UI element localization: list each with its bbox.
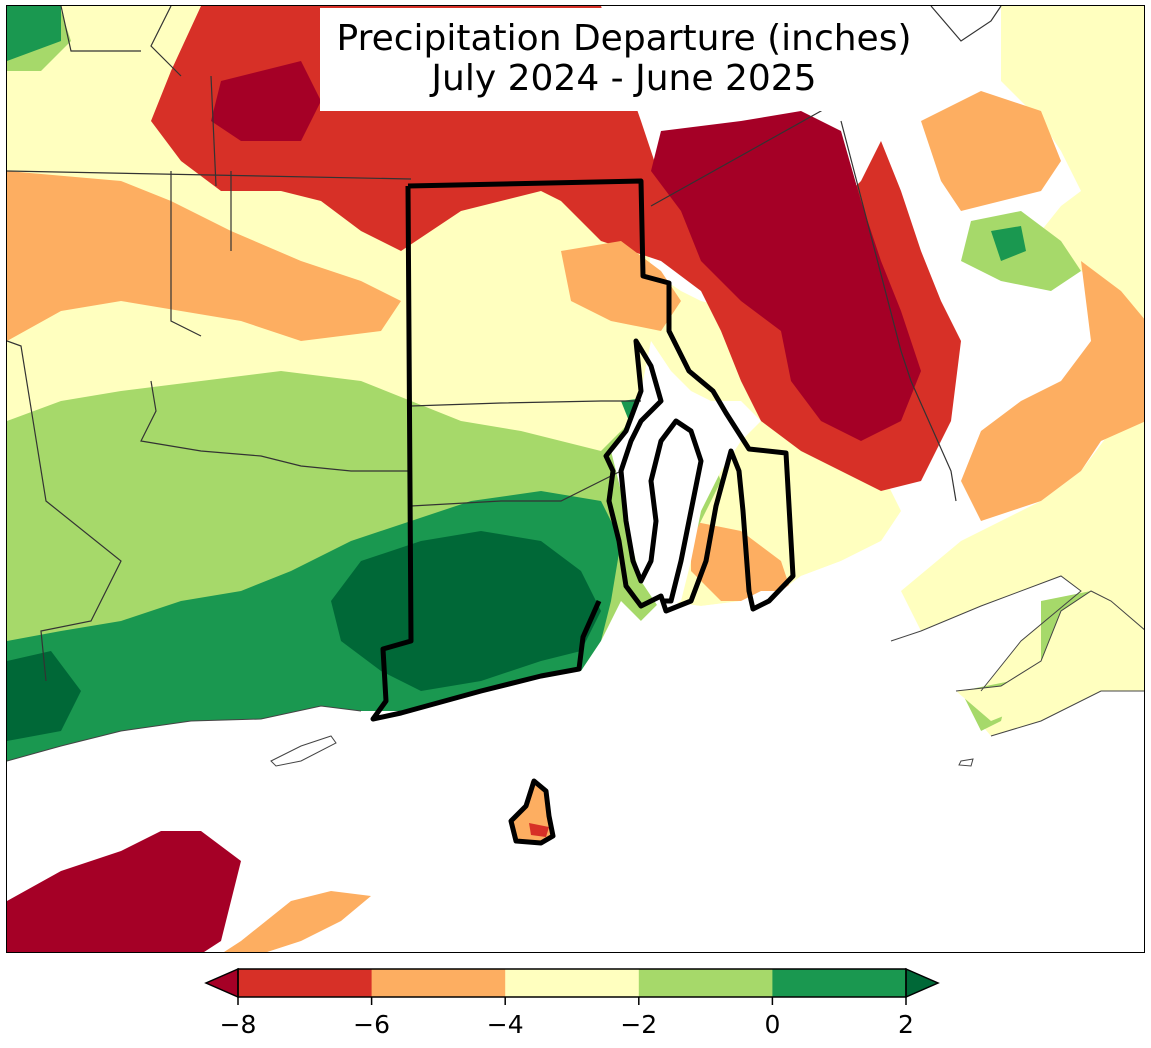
land-extreme-dry-region — [211, 61, 921, 441]
colorbar-bin — [505, 969, 640, 997]
land-very-wet-region — [7, 531, 601, 741]
map-frame — [6, 5, 1145, 953]
colorbar-tick-label: −6 — [353, 1010, 390, 1039]
land-moderately-dry-region — [7, 91, 1144, 601]
land-near-normal-region — [7, 11, 1101, 761]
coastlines — [7, 575, 1144, 767]
title-line-2: July 2024 - June 2025 — [431, 58, 817, 99]
block-island-dry — [529, 823, 549, 837]
colorbar-tick-label: −4 — [487, 1010, 524, 1039]
title-line-1: Precipitation Departure (inches) — [336, 18, 912, 59]
colorbar-over-arrow — [905, 967, 940, 999]
colorbar-outline — [237, 968, 907, 998]
colorbar-tick-label: −8 — [220, 1010, 257, 1039]
colorbar-bin — [371, 969, 506, 997]
map-title: Precipitation Departure (inches) July 20… — [320, 8, 928, 111]
colorbar-tick-label: 2 — [898, 1010, 914, 1039]
colorbar-bin — [638, 969, 773, 997]
colorbar-tick-label: 0 — [764, 1010, 780, 1039]
rhode-island-boundary — [370, 178, 796, 846]
colorbar-under-arrow — [204, 967, 239, 999]
colorbar-bin — [238, 969, 373, 997]
long-island-moderate — [224, 891, 371, 952]
ocean-water — [7, 541, 1144, 952]
long-island-land — [7, 831, 241, 952]
colorbar-tick-label: −2 — [620, 1010, 657, 1039]
colorbar-bin — [772, 969, 907, 997]
marthas-vineyard-land — [956, 591, 1144, 721]
land-very-dry-region — [151, 6, 961, 491]
precipitation-map — [7, 6, 1144, 952]
colorbar: −8 −6 −4 −2 0 2 — [204, 967, 940, 1039]
